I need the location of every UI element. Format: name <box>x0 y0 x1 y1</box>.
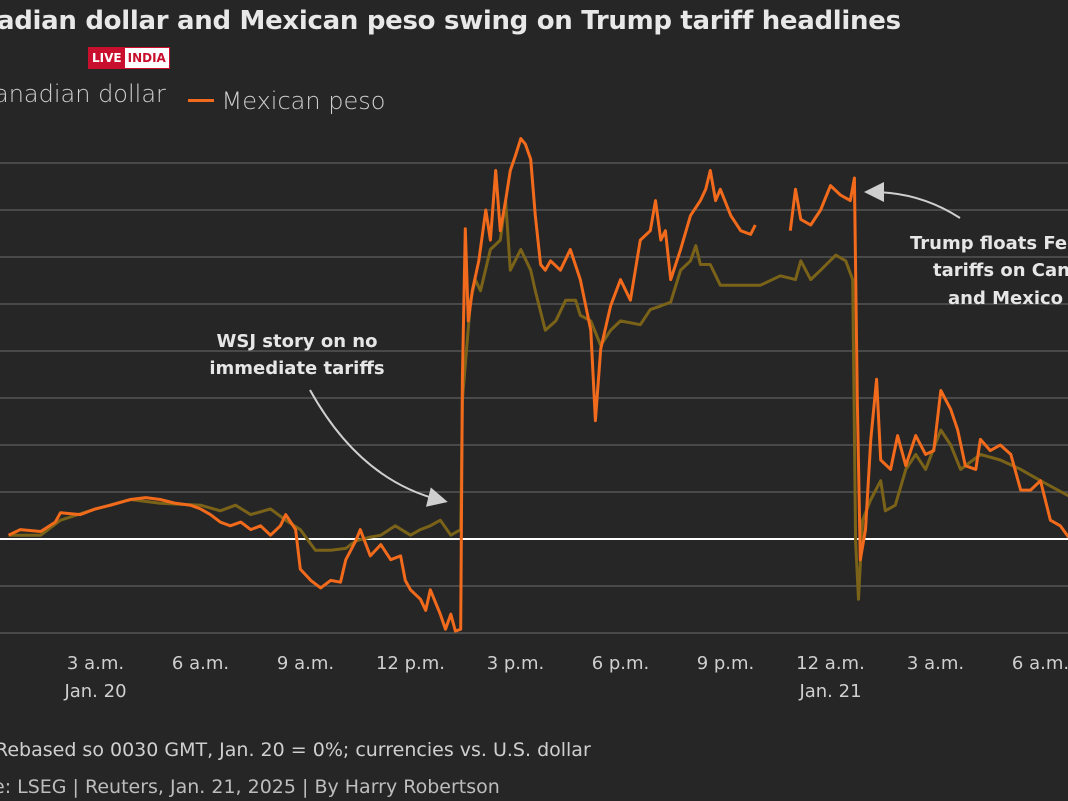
series-line-canadian-dollar <box>8 199 1068 601</box>
annotation-text: and Mexico <box>948 288 1063 309</box>
annotation-arrow <box>309 389 448 507</box>
legend-item-canadian-dollar: anadian dollar <box>0 80 166 108</box>
x-tick-date-label: Jan. 21 <box>798 681 861 702</box>
annotation-text: Trump floats Fe <box>910 233 1067 254</box>
x-tick-label: 6 p.m. <box>592 653 650 674</box>
series-line-mexican-peso <box>7 137 1068 633</box>
x-tick-label: 9 a.m. <box>277 653 334 674</box>
x-tick-date-label: Jan. 20 <box>63 681 126 702</box>
legend-label: anadian dollar <box>0 80 166 108</box>
logo-part: INDIA <box>124 48 169 68</box>
logo-part: LIVE <box>89 48 125 68</box>
annotation-text: immediate tariffs <box>209 358 384 379</box>
legend-label: Mexican peso <box>221 86 386 115</box>
x-tick-label: 9 p.m. <box>697 653 755 674</box>
x-tick-label: 3 a.m. <box>67 653 124 674</box>
legend-item-mexican-peso: Mexican peso <box>187 86 386 115</box>
x-tick-label: 12 p.m. <box>376 653 445 674</box>
legend-swatch <box>187 99 214 102</box>
x-tick-label: 3 p.m. <box>487 653 545 674</box>
x-tick-label: 12 a.m. <box>796 653 865 674</box>
annotation-text: WSJ story on no <box>217 331 378 352</box>
x-tick-label: 6 a.m. <box>1012 653 1068 674</box>
annotation-text: tariffs on Canad <box>933 260 1068 281</box>
watermark-logo: LIVE INDIA <box>88 47 170 69</box>
x-tick-label: 6 a.m. <box>172 653 229 674</box>
annotation-arrow <box>864 182 961 219</box>
x-tick-label: 3 a.m. <box>907 653 964 674</box>
legend: anadian dollar Mexican peso <box>0 80 399 115</box>
chart-title: adian dollar and Mexican peso swing on T… <box>0 6 901 36</box>
footnote: Rebased so 0030 GMT, Jan. 20 = 0%; curre… <box>0 739 591 761</box>
source-line: e: LSEG | Reuters, Jan. 21, 2025 | By Ha… <box>0 776 500 798</box>
